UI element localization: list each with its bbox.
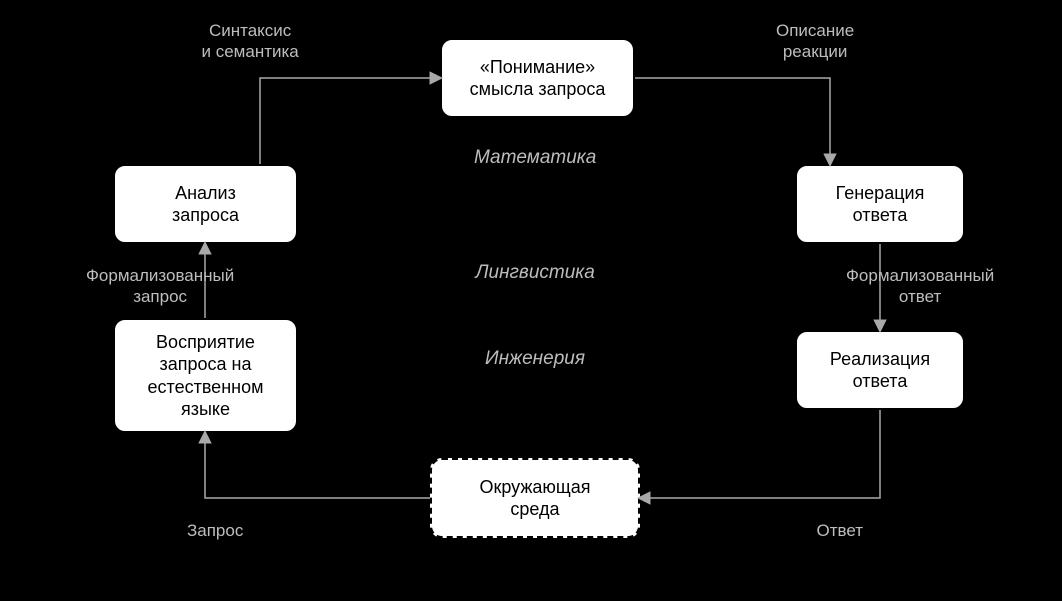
edge-e1-label: Запрос (187, 520, 243, 541)
diagram-canvas: Восприятиезапроса наестественномязыке Ана… (0, 0, 1062, 601)
edge-e6-label: Ответ (817, 520, 864, 541)
edge-e5-label: Формализованный ответ (846, 265, 994, 308)
center-label-1: Лингвистика (476, 262, 595, 284)
node-analysis-label: Анализзапроса (172, 182, 239, 227)
edge-e1 (205, 433, 430, 498)
center-label-2: Инженерия (485, 348, 585, 370)
edge-e3-label: Синтаксис и семантика (202, 20, 299, 63)
edge-e3 (260, 78, 440, 164)
node-environment-label: Окружающаясреда (479, 476, 590, 521)
node-understanding: «Понимание»смысла запроса (440, 38, 635, 118)
edge-e4-label: Описание реакции (776, 20, 854, 63)
node-environment: Окружающаясреда (430, 458, 640, 538)
edge-e2-label: Формализованный запрос (86, 265, 234, 308)
edge-e6 (640, 410, 880, 498)
node-generation: Генерацияответа (795, 164, 965, 244)
node-realization-label: Реализацияответа (830, 348, 930, 393)
node-understanding-label: «Понимание»смысла запроса (470, 56, 606, 101)
edge-e4 (635, 78, 830, 164)
node-perception: Восприятиезапроса наестественномязыке (113, 318, 298, 433)
node-realization: Реализацияответа (795, 330, 965, 410)
node-generation-label: Генерацияответа (836, 182, 925, 227)
node-analysis: Анализзапроса (113, 164, 298, 244)
center-label-0: Математика (474, 147, 596, 169)
node-perception-label: Восприятиезапроса наестественномязыке (148, 331, 264, 421)
